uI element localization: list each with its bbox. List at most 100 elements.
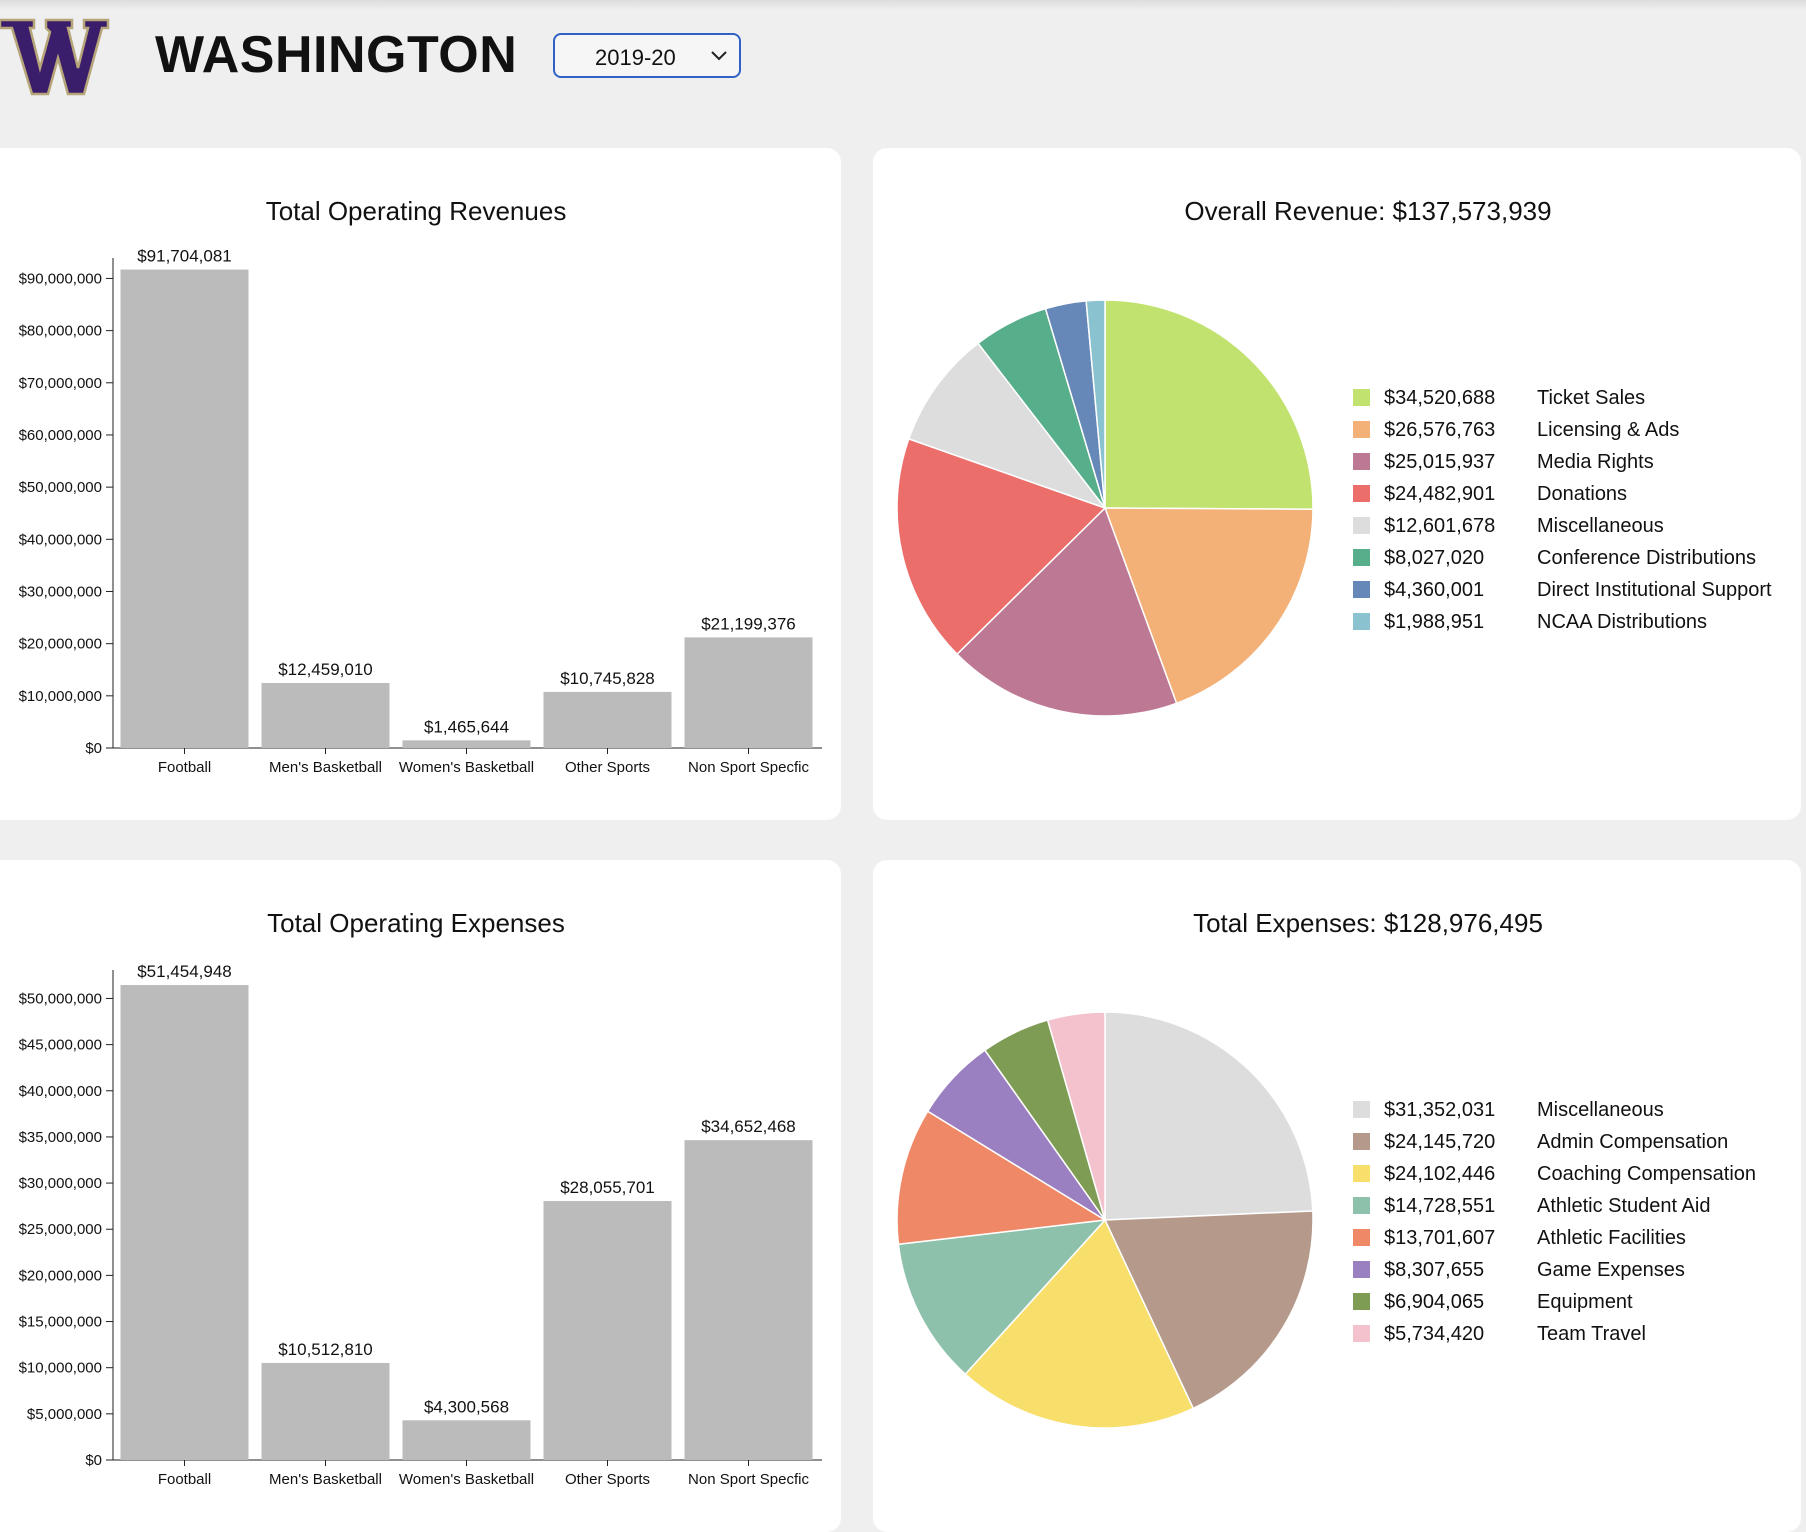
legend-value: $34,520,688: [1384, 387, 1495, 409]
legend-value: $12,601,678: [1384, 515, 1495, 537]
revenue-pie-card: Overall Revenue: $137,573,939 $34,520,688…: [873, 148, 1801, 820]
y-tick-label: $50,000,000: [19, 990, 102, 1007]
expense-bar-chart: Total Operating Expenses $0 $5,000,000 $10,…: [19, 908, 822, 1488]
legend-label: Equipment: [1537, 1291, 1633, 1313]
bar: [684, 637, 813, 748]
bar: [120, 985, 249, 1460]
legend-label: Coaching Compensation: [1537, 1163, 1756, 1185]
bar: [402, 1420, 531, 1460]
revenue-pie-chart: Overall Revenue: $137,573,939 $34,520,688…: [896, 196, 1772, 717]
x-category-label: Women's Basketball: [399, 1471, 534, 1488]
legend-label: Direct Institutional Support: [1537, 579, 1772, 601]
x-category-label: Non Sport Specfic: [688, 759, 809, 776]
team-name: WASHINGTON: [155, 26, 518, 84]
legend-label: Miscellaneous: [1537, 1099, 1664, 1121]
expense-pie-card: Total Expenses: $128,976,495 $31,352,031 M…: [873, 860, 1801, 1532]
legend-value: $26,576,763: [1384, 419, 1495, 441]
y-tick-label: $0: [85, 1452, 102, 1469]
legend-value: $8,027,020: [1384, 547, 1484, 569]
legend-value: $8,307,655: [1384, 1259, 1484, 1281]
legend-swatch: [1353, 1101, 1370, 1118]
y-tick-label: $70,000,000: [19, 375, 102, 392]
pie-slice: [897, 1219, 1107, 1376]
bar-value-label: $34,652,468: [701, 1117, 796, 1136]
legend-label: Game Expenses: [1537, 1259, 1685, 1281]
bar-value-label: $10,512,810: [278, 1340, 373, 1359]
pie-slice: [896, 1110, 1108, 1246]
legend-swatch: [1353, 453, 1370, 470]
legend-label: Licensing & Ads: [1537, 419, 1679, 441]
legend-swatch: [1353, 1293, 1370, 1310]
legend-value: $14,728,551: [1384, 1195, 1495, 1217]
legend-swatch: [1353, 517, 1370, 534]
legend-label: Admin Compensation: [1537, 1131, 1728, 1153]
bar: [402, 740, 531, 748]
pie-slice: [1103, 507, 1314, 705]
legend-value: $4,360,001: [1384, 579, 1484, 601]
legend-value: $24,102,446: [1384, 1163, 1495, 1185]
bar-value-label: $4,300,568: [424, 1397, 509, 1416]
bar-value-label: $12,459,010: [278, 660, 373, 679]
bar: [543, 1201, 672, 1460]
legend-label: Miscellaneous: [1537, 515, 1664, 537]
pie-slice: [1085, 299, 1106, 509]
x-category-label: Men's Basketball: [269, 1471, 382, 1488]
legend-swatch: [1353, 1197, 1370, 1214]
y-tick-label: $40,000,000: [19, 531, 102, 548]
legend-label: Donations: [1537, 483, 1627, 505]
x-category-label: Women's Basketball: [399, 759, 534, 776]
y-tick-label: $30,000,000: [19, 1175, 102, 1192]
legend-value: $24,482,901: [1384, 483, 1495, 505]
y-tick-label: $35,000,000: [19, 1129, 102, 1146]
chevron-down-icon: [711, 51, 727, 61]
expense-pie-chart: Total Expenses: $128,976,495 $31,352,031 M…: [896, 908, 1756, 1429]
legend-swatch: [1353, 613, 1370, 630]
pie-slice: [964, 1218, 1195, 1429]
pie-slice: [896, 437, 1107, 656]
legend-label: Athletic Facilities: [1537, 1227, 1686, 1249]
bar-value-label: $51,454,948: [137, 962, 232, 981]
washington-w-logo: [0, 18, 110, 96]
x-category-label: Football: [158, 1471, 211, 1488]
bar: [261, 1362, 390, 1460]
legend-value: $1,988,951: [1384, 611, 1484, 633]
legend-swatch: [1353, 1229, 1370, 1246]
y-tick-label: $15,000,000: [19, 1314, 102, 1331]
legend-value: $5,734,420: [1384, 1323, 1484, 1345]
legend-value: $24,145,720: [1384, 1131, 1495, 1153]
legend-label: Athletic Student Aid: [1537, 1195, 1710, 1217]
y-tick-label: $20,000,000: [19, 1267, 102, 1284]
legend-swatch: [1353, 1325, 1370, 1342]
bar: [543, 691, 672, 748]
legend-swatch: [1353, 1261, 1370, 1278]
legend-label: Media Rights: [1537, 451, 1654, 473]
y-tick-label: $45,000,000: [19, 1037, 102, 1054]
pie-slice: [1103, 1210, 1314, 1410]
pie-slice: [907, 342, 1108, 510]
revenue-bar-chart: Total Operating Revenues $0 $10,000,000 $20…: [19, 196, 822, 776]
revenue-bar-card: Total Operating Revenues $0 $10,000,000 $20…: [0, 148, 841, 820]
y-tick-label: $50,000,000: [19, 479, 102, 496]
chart-title: Total Expenses: $128,976,495: [1193, 908, 1543, 938]
bar-value-label: $28,055,701: [560, 1178, 655, 1197]
season-select[interactable]: 2019-20: [553, 33, 741, 78]
legend-swatch: [1353, 389, 1370, 406]
top-shadow: [0, 0, 1806, 10]
bar-value-label: $91,704,081: [137, 247, 232, 266]
legend-label: Conference Distributions: [1537, 547, 1756, 569]
chart-title: Total Operating Revenues: [266, 196, 567, 226]
chart-title: Total Operating Expenses: [267, 908, 565, 938]
legend-label: Team Travel: [1537, 1323, 1646, 1345]
y-tick-label: $10,000,000: [19, 688, 102, 705]
legend-swatch: [1353, 1133, 1370, 1150]
y-tick-label: $90,000,000: [19, 270, 102, 287]
expense-bar-card: Total Operating Expenses $0 $5,000,000 $10,…: [0, 860, 841, 1532]
bar-value-label: $21,199,376: [701, 614, 796, 633]
y-tick-label: $25,000,000: [19, 1221, 102, 1238]
y-tick-label: $60,000,000: [19, 427, 102, 444]
pie-slice: [1046, 1011, 1106, 1221]
legend-label: NCAA Distributions: [1537, 611, 1707, 633]
pie-slice: [1104, 1011, 1314, 1221]
x-category-label: Football: [158, 759, 211, 776]
legend-swatch: [1353, 421, 1370, 438]
